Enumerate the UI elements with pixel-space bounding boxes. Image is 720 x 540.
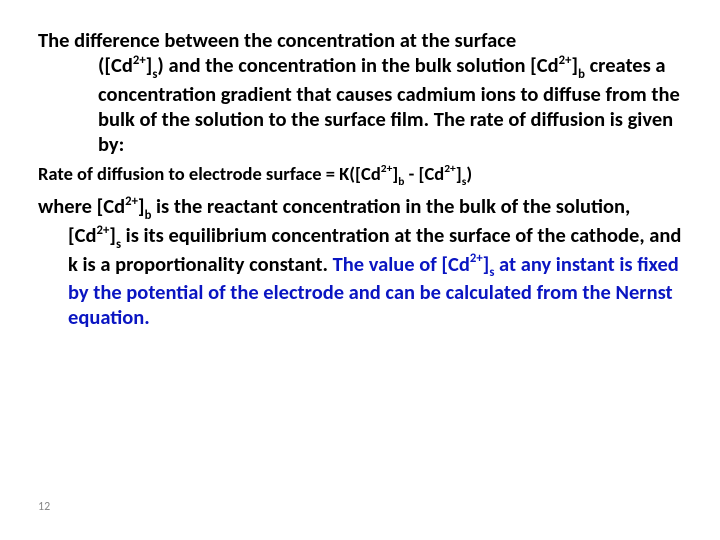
p3-bsup1: 2+ [470, 251, 483, 266]
p1-t3: ) and the concentration in the bulk solu… [157, 52, 558, 78]
paragraph-3: where [Cd2+]b is the reactant concentrat… [38, 194, 682, 330]
p3-asub1: b [145, 208, 152, 223]
p1-line1: The difference between the concentration… [38, 27, 516, 53]
paragraph-1: The difference between the concentration… [38, 28, 682, 157]
p1-sup1: 2+ [133, 53, 146, 68]
p3-am2: ] [109, 222, 116, 248]
p3-asup2: 2+ [97, 223, 110, 238]
p1-sub1: s [152, 67, 157, 82]
page-number: 12 [38, 500, 50, 514]
p3-a1: where [Cd [38, 193, 125, 219]
p1-sub2: b [578, 67, 585, 82]
p3-b1: The value of [Cd [333, 251, 470, 277]
p2-sup1: 2+ [381, 162, 393, 176]
p3-am1: ] [138, 193, 145, 219]
p2-sub2: s [462, 175, 467, 189]
p2-t3: - [Cd [404, 162, 444, 185]
p2-t4: ] [456, 162, 462, 185]
p2-sub1: b [398, 175, 404, 189]
slide: The difference between the concentration… [0, 0, 720, 540]
p3-asup1: 2+ [125, 194, 138, 209]
p3-asub2: s [116, 237, 121, 252]
p1-sup2: 2+ [559, 53, 572, 68]
p2-t1: Rate of diffusion to electrode surface =… [38, 162, 381, 185]
p2-sup2: 2+ [444, 162, 456, 176]
p2-t5: ) [466, 162, 472, 185]
p3-bsub1: s [489, 265, 494, 280]
paragraph-2: Rate of diffusion to electrode surface =… [38, 163, 682, 189]
p1-t1: ([Cd [98, 52, 133, 78]
